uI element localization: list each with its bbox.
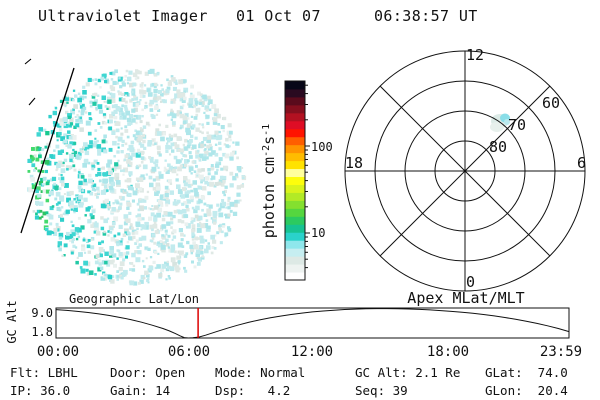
polar-caption: Apex MLat/MLT [407, 289, 524, 307]
strip-x-tick-label: 00:00 [37, 344, 79, 360]
colorbar-unit-main: photon cm [260, 157, 278, 238]
polar-mlt-label-18: 18 [345, 154, 363, 172]
status-glat: GLat: 74.0 [485, 365, 568, 380]
status-dsp: Dsp: 4.2 [215, 383, 291, 398]
polar-ring-label-60: 60 [542, 94, 560, 112]
colorbar-unit-sup1: -1 [261, 124, 272, 136]
strip-x-tick-label: 12:00 [291, 344, 333, 360]
uv-disk-image [27, 68, 247, 286]
strip-ytick-9: 9.0 [31, 306, 53, 320]
polar-ring-label-80: 80 [489, 138, 507, 156]
disk-caption: Geographic Lat/Lon [69, 292, 199, 306]
polar-mlt-label-0: 0 [466, 273, 475, 291]
strip-ytick-1-8: 1.8 [31, 325, 53, 339]
status-mode: Mode: Normal [215, 365, 306, 380]
status-gc-alt: GC Alt: 2.1 Re [355, 365, 461, 380]
strip-x-tick-label: 18:00 [427, 344, 469, 360]
colorbar-tick-label-10: 10 [311, 226, 325, 240]
status-flt: Flt: LBHL [10, 365, 78, 380]
limb-line-overlay [20, 58, 75, 234]
colorbar-tick-label-100: 100 [311, 140, 333, 154]
status-gain: Gain: 14 [110, 383, 171, 398]
colorbar-unit-sup2: -2 [261, 145, 272, 157]
status-seq: Seq: 39 [355, 383, 408, 398]
strip-x-tick-label: 06:00 [168, 344, 210, 360]
polar-mlt-label-12: 12 [466, 46, 484, 64]
polar-ring-label-70: 70 [508, 116, 526, 134]
polar-mlt-label-6: 6 [577, 154, 586, 172]
colorbar-bands [285, 81, 305, 281]
status-glon: GLon: 20.4 [485, 383, 568, 398]
strip-y-axis-title: GC Alt [5, 300, 19, 343]
colorbar-unit-s: s [260, 136, 278, 145]
polar-grid [344, 50, 586, 292]
strip-x-tick-labels: 00:00 06:00 12:00 18:00 23:59 [37, 344, 582, 360]
status-door: Door: Open [110, 365, 186, 380]
colorbar-ticks [305, 84, 310, 269]
gc-alt-curve [55, 308, 569, 339]
colorbar-unit-label: photon cm-2s-1 [260, 124, 278, 238]
polar-emission-patch [490, 113, 510, 132]
header-time: 06:38:57 UT [374, 7, 478, 25]
header-date: 01 Oct 07 [236, 7, 321, 25]
app-title: Ultraviolet Imager [38, 7, 208, 25]
status-ip: IP: 36.0 [10, 383, 71, 398]
strip-chart-frame [55, 307, 570, 339]
strip-x-tick-label: 23:59 [540, 344, 582, 360]
